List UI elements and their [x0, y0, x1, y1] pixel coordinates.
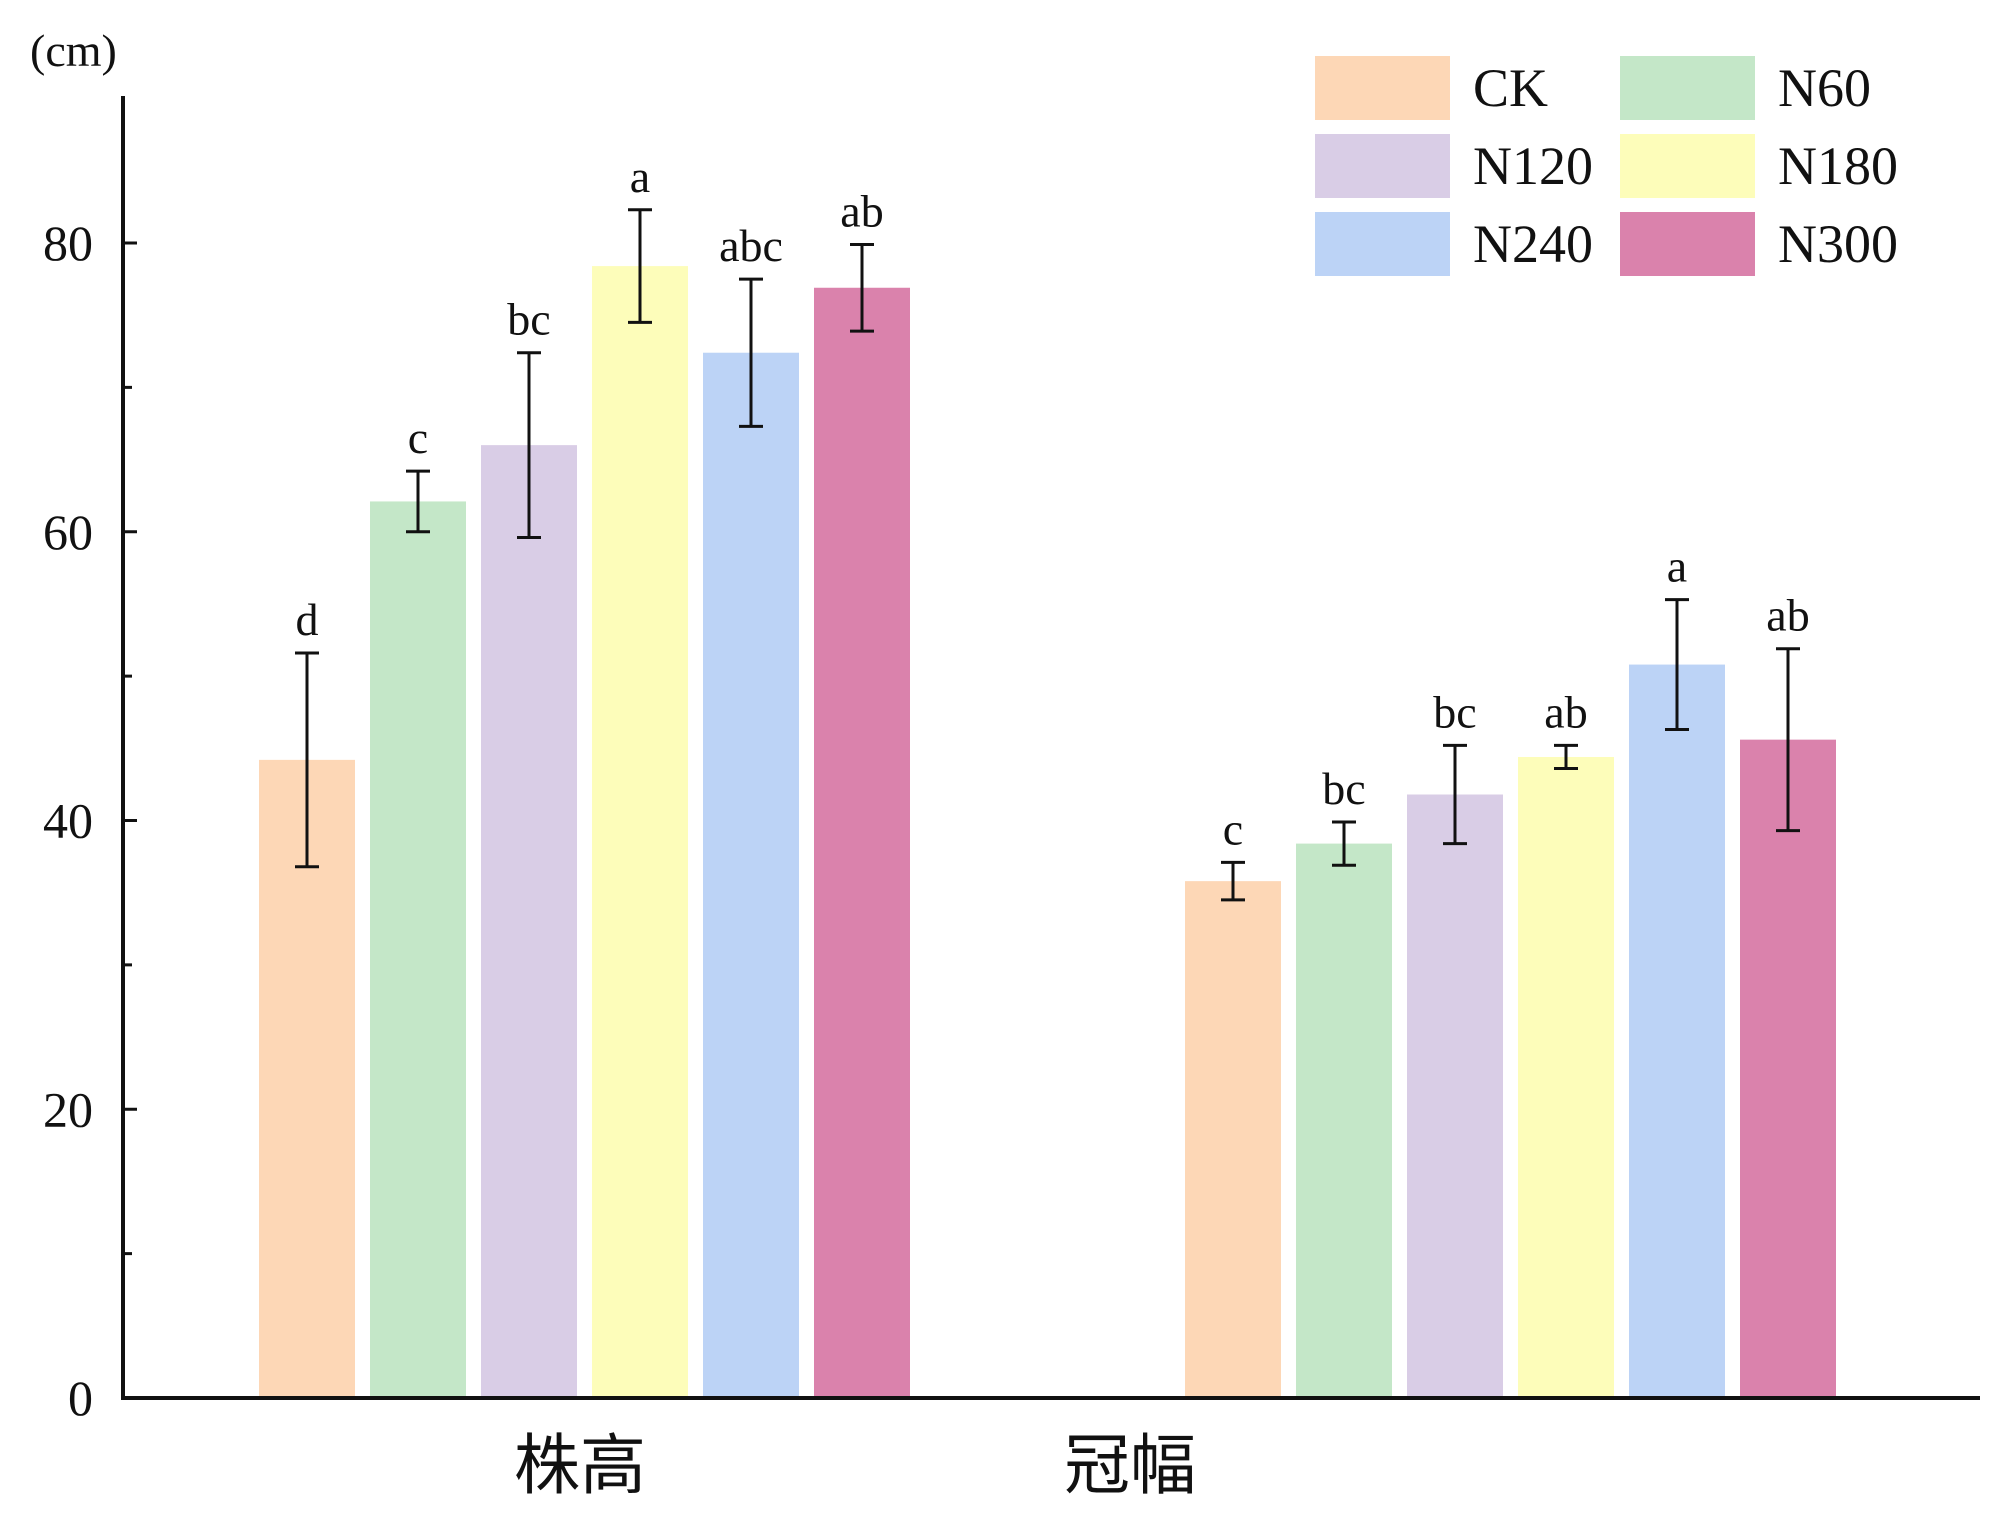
legend-label-n120: N120	[1473, 136, 1593, 196]
significance-letter: c	[1223, 803, 1243, 854]
significance-letter: d	[296, 594, 319, 645]
legend-label-ck: CK	[1473, 58, 1548, 118]
significance-letter: ab	[1544, 686, 1587, 737]
legend-swatch-n180	[1620, 134, 1755, 198]
bar-n300-1	[1740, 739, 1836, 1398]
significance-letter: bc	[1433, 686, 1476, 737]
y-tick-label: 20	[43, 1081, 93, 1137]
legend-swatch-n300	[1620, 212, 1755, 276]
bar-n240-1	[1629, 664, 1725, 1398]
significance-letter: abc	[719, 220, 783, 271]
y-tick-label: 60	[43, 504, 93, 560]
bar-n60-0	[370, 501, 466, 1398]
significance-letter: a	[1667, 541, 1687, 592]
bar-n240-0	[703, 352, 799, 1399]
legend-swatch-n60	[1620, 56, 1755, 120]
significance-letter: a	[630, 151, 650, 202]
legend-swatch-n240	[1315, 212, 1450, 276]
legend-swatch-n120	[1315, 134, 1450, 198]
significance-letter: c	[408, 412, 428, 463]
y-unit-label: (cm)	[30, 25, 117, 76]
x-axis: 株高 冠幅	[121, 1396, 1980, 1503]
bar-n120-1	[1407, 794, 1503, 1398]
y-tick-label: 80	[43, 215, 93, 271]
bar-n120-0	[481, 445, 577, 1398]
x-category-label: 冠幅	[1064, 1430, 1196, 1503]
x-category-label: 株高	[514, 1430, 646, 1503]
significance-letter: ab	[1766, 590, 1809, 641]
legend-swatch-ck	[1315, 56, 1450, 120]
y-tick-label: 40	[43, 793, 93, 849]
legend-label-n300: N300	[1778, 214, 1898, 274]
significance-letters: d c c bc bc bc a ab abc a ab ab	[296, 151, 1810, 855]
significance-letter: ab	[840, 185, 883, 236]
legend-label-n180: N180	[1778, 136, 1898, 196]
legend: CK N60 N120 N180 N240 N300	[1315, 56, 1898, 276]
bars	[259, 266, 1836, 1399]
bar-n300-0	[814, 287, 910, 1399]
error-bars	[295, 208, 1800, 902]
bar-n180-0	[592, 266, 688, 1399]
significance-letter: bc	[1322, 763, 1365, 814]
y-tick-label: 0	[68, 1370, 93, 1426]
bar-n180-1	[1518, 756, 1614, 1398]
bar-ck-1	[1185, 881, 1281, 1398]
significance-letter: bc	[507, 294, 550, 345]
bar-n60-1	[1296, 843, 1392, 1398]
y-axis: 0 20 40 60 80	[43, 96, 137, 1426]
legend-label-n240: N240	[1473, 214, 1593, 274]
legend-label-n60: N60	[1778, 58, 1871, 118]
